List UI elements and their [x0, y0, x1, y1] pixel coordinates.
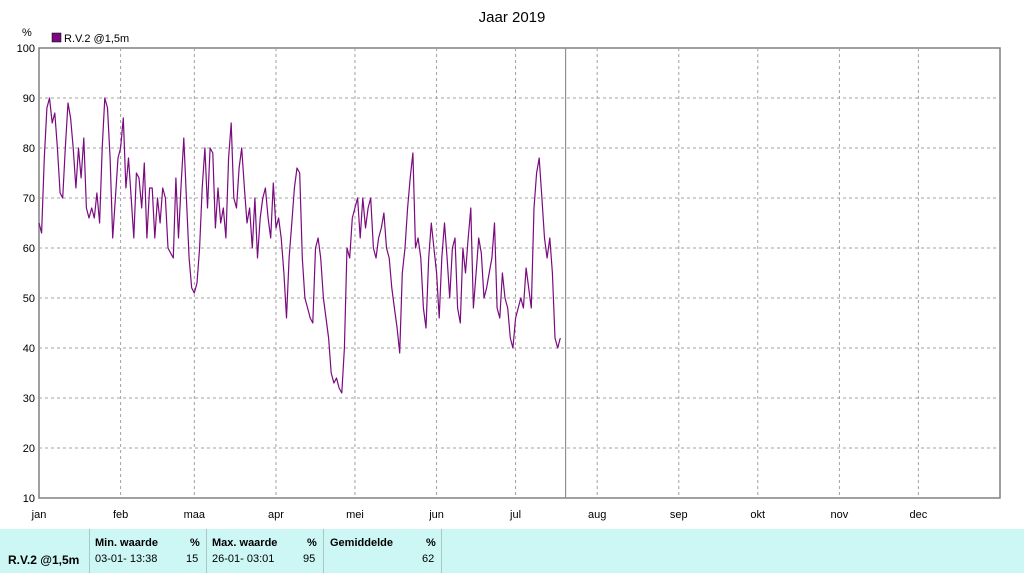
chart-title: Jaar 2019: [479, 9, 546, 26]
y-tick-label: 70: [23, 193, 35, 205]
x-tick-label: feb: [113, 509, 128, 521]
avg-header: Gemiddelde: [330, 537, 393, 549]
max-unit: %: [307, 537, 317, 549]
chart: Jaar 2019 % R.V.2 @1,5m 10 20 30 40 50 60 70 80…: [17, 9, 1001, 521]
y-tick-label: 80: [23, 143, 35, 155]
y-tick-label: 10: [23, 493, 35, 505]
stats-table: R.V.2 @1,5m Min. waarde % 03-01- 13:38 1…: [0, 529, 1024, 573]
y-tick-label: 50: [23, 293, 35, 305]
x-tick-label: aug: [588, 509, 606, 521]
y-tick-label: 60: [23, 243, 35, 255]
max-header: Max. waarde: [212, 537, 278, 549]
x-tick-label: jun: [428, 509, 444, 521]
x-tick-label: nov: [831, 509, 849, 521]
y-tick-label: 40: [23, 343, 35, 355]
legend-swatch: [51, 32, 62, 43]
x-tick-label: jul: [509, 509, 521, 521]
y-tick-label: 100: [17, 43, 35, 55]
min-unit: %: [190, 537, 200, 549]
min-value: 15: [186, 553, 199, 565]
stats-avg-cell: Gemiddelde % 62: [324, 529, 442, 573]
min-time: 03-01- 13:38: [95, 553, 158, 565]
plot-area: [38, 47, 1001, 499]
stats-label-cell: R.V.2 @1,5m: [0, 529, 90, 573]
x-tick-label: okt: [750, 509, 765, 521]
y-axis-unit-label: %: [22, 27, 32, 39]
x-tick-label: dec: [910, 509, 928, 521]
stats-min-cell: Min. waarde % 03-01- 13:38 15: [90, 529, 207, 573]
series-line: [38, 97, 561, 394]
y-tick-label: 90: [23, 93, 35, 105]
min-header: Min. waarde: [95, 537, 158, 549]
series-layer: [38, 97, 561, 394]
x-tick-label: sep: [670, 509, 688, 521]
y-tick-label: 30: [23, 393, 35, 405]
x-tick-label: jan: [31, 509, 47, 521]
stats-max-cell: Max. waarde % 26-01- 03:01 95: [207, 529, 324, 573]
grid: [39, 48, 1000, 498]
axes: 10 20 30 40 50 60 70 80 90 100 jan feb maa apr mei jun j…: [17, 43, 928, 521]
max-value: 95: [303, 553, 316, 565]
stats-row-label: R.V.2 @1,5m: [8, 553, 80, 567]
avg-value: 62: [422, 553, 435, 565]
avg-unit: %: [426, 537, 436, 549]
x-tick-label: maa: [184, 509, 206, 521]
x-tick-label: apr: [268, 509, 284, 521]
max-time: 26-01- 03:01: [212, 553, 275, 565]
legend-label: R.V.2 @1,5m: [64, 33, 129, 45]
x-tick-label: mei: [346, 509, 364, 521]
y-tick-label: 20: [23, 443, 35, 455]
